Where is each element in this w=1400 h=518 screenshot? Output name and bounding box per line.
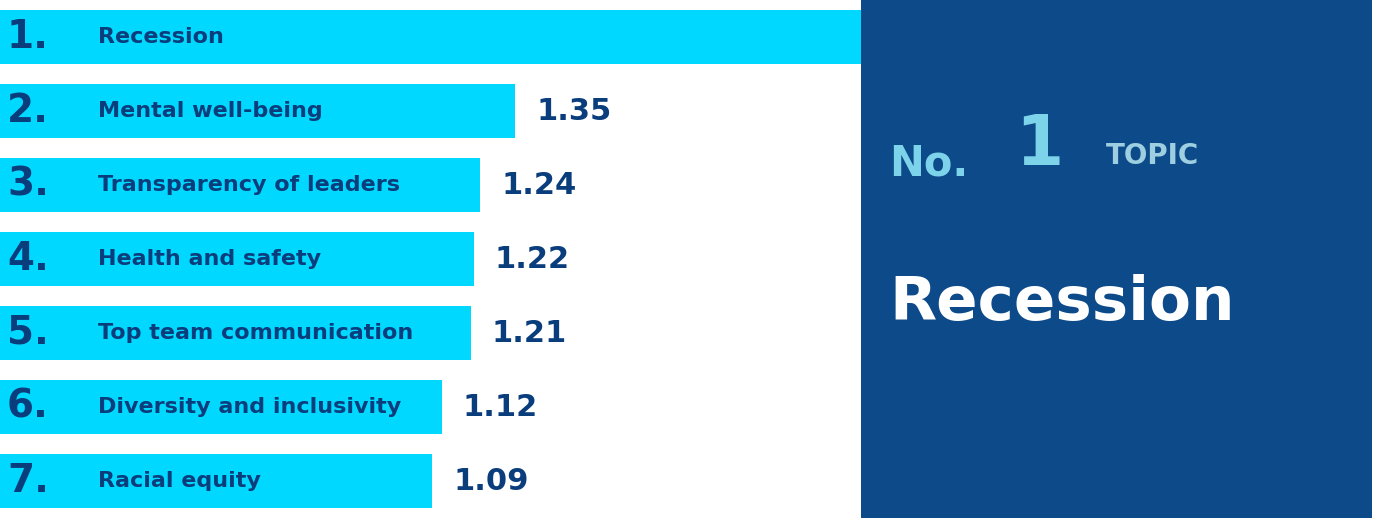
Text: 1: 1 (1015, 112, 1063, 179)
Text: 7.: 7. (7, 462, 49, 500)
Text: Top team communication: Top team communication (98, 323, 413, 343)
Text: 1.12: 1.12 (463, 393, 538, 422)
Text: 1.21: 1.21 (491, 319, 567, 348)
Text: 1.09: 1.09 (454, 467, 529, 496)
Text: 3.: 3. (7, 166, 49, 204)
Text: Transparency of leaders: Transparency of leaders (98, 175, 400, 195)
Text: 1.35: 1.35 (536, 96, 612, 125)
Text: No.: No. (889, 143, 969, 185)
Text: 5.: 5. (7, 314, 49, 352)
Text: Health and safety: Health and safety (98, 249, 321, 269)
Text: Mental well-being: Mental well-being (98, 101, 323, 121)
Bar (0, 10, 889, 64)
Bar (0, 159, 480, 212)
Text: 6.: 6. (7, 388, 49, 426)
Text: Recession: Recession (98, 27, 224, 47)
Text: Diversity and inclusivity: Diversity and inclusivity (98, 397, 402, 417)
Text: 1.: 1. (7, 18, 49, 56)
Bar (0, 233, 473, 285)
Text: 2.52: 2.52 (910, 22, 986, 51)
Text: TOPIC: TOPIC (1106, 142, 1200, 170)
Text: 1.24: 1.24 (501, 170, 577, 199)
Bar (861, 0, 1372, 518)
Bar (0, 84, 515, 138)
Bar (0, 306, 470, 359)
Text: 4.: 4. (7, 240, 49, 278)
Text: Recession: Recession (889, 274, 1235, 333)
Text: 2.: 2. (7, 92, 49, 130)
Text: 1.22: 1.22 (494, 244, 570, 274)
Bar (0, 454, 433, 508)
Bar (0, 380, 442, 434)
Text: Racial equity: Racial equity (98, 471, 260, 491)
